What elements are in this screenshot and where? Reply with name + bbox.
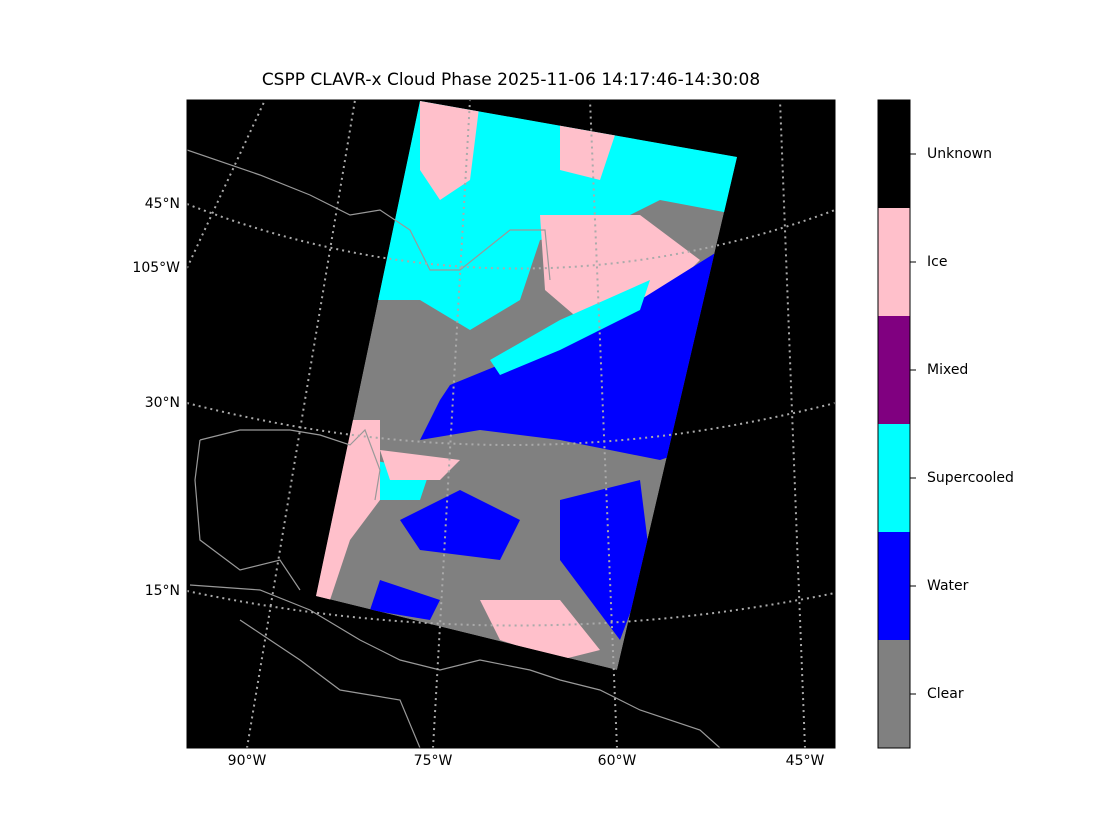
colorbar-label: Supercooled <box>927 470 1014 486</box>
ice-patch <box>316 420 600 660</box>
lon-label: 45°W <box>786 753 825 769</box>
colorbar: Clear Water Supercooled Mixed Ice Unknown <box>877 99 1014 749</box>
lat-label: 30°N <box>145 395 180 411</box>
graticule-lat <box>187 203 835 270</box>
satellite-swath <box>316 101 737 670</box>
colorbar-segment <box>878 316 910 424</box>
map-content <box>187 100 835 748</box>
lon-label: 90°W <box>228 753 267 769</box>
water-region <box>370 250 720 640</box>
ice-region <box>420 101 700 320</box>
colorbar-segment <box>878 208 910 316</box>
graticule-lon <box>589 100 618 748</box>
graticule-lon <box>432 100 471 748</box>
lon-label: 75°W <box>414 753 453 769</box>
graticule-lon <box>779 100 806 748</box>
lon-label: 60°W <box>598 753 637 769</box>
graticule-lat <box>187 590 835 627</box>
colorbar-segment <box>878 424 910 532</box>
colorbar-frame <box>877 99 911 749</box>
colorbar-label: Mixed <box>927 362 968 378</box>
colorbar-segment <box>878 100 910 208</box>
lat-label: 45°N <box>145 196 180 212</box>
coastlines <box>187 149 721 748</box>
colorbar-label: Clear <box>927 686 964 702</box>
map-frame <box>186 99 836 749</box>
colorbar-segment <box>878 532 910 640</box>
colorbar-segment <box>878 640 910 748</box>
title: CSPP CLAVR-x Cloud Phase 2025-11-06 14:1… <box>262 70 760 90</box>
colorbar-label: Unknown <box>927 146 992 162</box>
colorbar-label: Water <box>927 578 969 594</box>
supercooled-patch <box>370 280 650 500</box>
colorbar-label: Ice <box>927 254 947 270</box>
lat-label: 105°W <box>132 260 180 276</box>
graticule-lon <box>187 100 266 269</box>
graticule-lon <box>246 100 356 748</box>
lat-label: 15°N <box>145 583 180 599</box>
